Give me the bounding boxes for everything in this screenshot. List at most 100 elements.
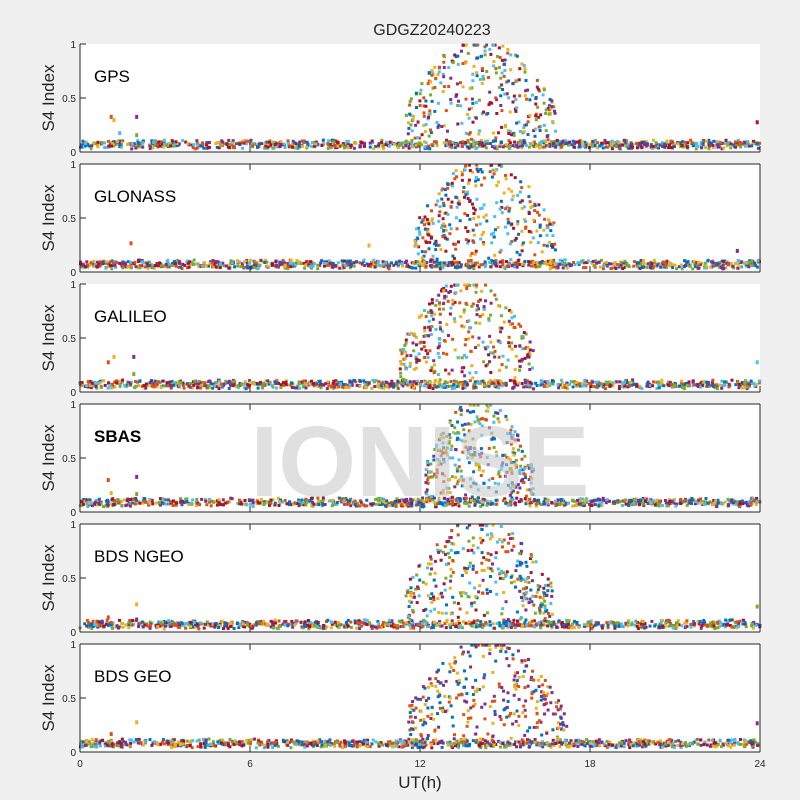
data-point	[388, 144, 391, 148]
data-point	[205, 386, 209, 390]
data-point	[604, 260, 608, 264]
data-point	[538, 143, 542, 147]
data-point	[661, 262, 665, 266]
outlier-point	[755, 120, 759, 125]
data-point	[479, 455, 483, 459]
data-point	[725, 260, 729, 264]
y-tick-label: 1	[70, 400, 76, 411]
data-point	[513, 176, 517, 180]
data-point	[720, 386, 724, 390]
data-point	[520, 229, 524, 233]
data-point	[709, 141, 713, 145]
data-point	[348, 383, 352, 387]
data-point	[473, 383, 477, 387]
data-point	[734, 383, 738, 387]
data-point	[701, 382, 705, 386]
data-point	[571, 498, 574, 502]
data-point	[515, 265, 519, 269]
data-point	[715, 145, 719, 149]
data-point	[546, 138, 550, 142]
data-point	[534, 102, 538, 106]
data-point	[522, 385, 526, 389]
data-point	[108, 260, 112, 264]
data-point	[484, 263, 488, 267]
data-point	[289, 261, 293, 265]
data-point	[94, 384, 98, 388]
data-point	[558, 258, 562, 262]
data-point	[243, 380, 247, 384]
data-point	[115, 261, 119, 264]
data-point	[530, 470, 534, 474]
data-point	[505, 463, 508, 467]
data-point	[477, 420, 481, 424]
data-point	[503, 62, 506, 66]
data-point	[554, 145, 558, 149]
data-point	[190, 260, 194, 264]
data-point	[715, 504, 719, 508]
data-point	[352, 261, 356, 265]
data-point	[90, 386, 94, 390]
data-point	[707, 144, 711, 148]
data-point	[530, 491, 533, 495]
data-point	[509, 498, 513, 502]
data-point	[424, 250, 427, 254]
data-point	[217, 379, 221, 383]
data-point	[480, 54, 483, 58]
data-point	[106, 386, 110, 390]
data-point	[435, 263, 439, 267]
data-point	[472, 410, 475, 414]
data-point	[537, 213, 541, 217]
data-point	[257, 142, 261, 146]
data-point	[507, 139, 511, 143]
data-point	[548, 261, 552, 264]
data-point	[171, 499, 175, 503]
data-point	[501, 259, 505, 263]
data-point	[456, 436, 460, 440]
data-point	[697, 383, 701, 387]
data-point	[638, 503, 641, 507]
data-point	[544, 108, 548, 112]
data-point	[449, 380, 453, 383]
data-point	[342, 499, 346, 503]
data-point	[167, 263, 171, 267]
data-point	[145, 262, 149, 266]
data-point	[477, 336, 481, 340]
data-point	[471, 302, 475, 306]
data-point	[343, 259, 346, 263]
data-point	[107, 381, 111, 385]
data-point	[467, 146, 471, 150]
data-point	[477, 496, 480, 500]
data-point	[314, 142, 318, 146]
data-point	[593, 503, 597, 507]
data-point	[469, 259, 473, 263]
data-point	[510, 264, 514, 268]
data-point	[460, 380, 464, 384]
data-point	[429, 128, 432, 132]
data-point	[542, 502, 546, 506]
data-point	[741, 502, 745, 506]
data-point	[457, 465, 461, 469]
data-point	[316, 496, 320, 500]
data-point	[755, 142, 759, 146]
data-point	[526, 499, 530, 503]
data-point	[683, 498, 687, 502]
data-point	[481, 469, 485, 473]
data-point	[711, 143, 715, 147]
data-point	[587, 381, 591, 385]
data-point	[548, 98, 552, 101]
data-point	[509, 486, 512, 490]
data-point	[435, 260, 439, 264]
data-point	[456, 355, 460, 359]
data-point	[610, 139, 614, 143]
data-point	[518, 94, 522, 98]
data-point	[758, 379, 762, 383]
data-point	[500, 71, 504, 75]
data-point	[422, 111, 426, 115]
data-point	[412, 114, 415, 118]
data-point	[418, 216, 422, 220]
data-point	[224, 382, 228, 385]
data-point	[646, 142, 649, 146]
data-point	[430, 301, 434, 305]
data-point	[194, 147, 198, 151]
data-point	[308, 499, 312, 503]
